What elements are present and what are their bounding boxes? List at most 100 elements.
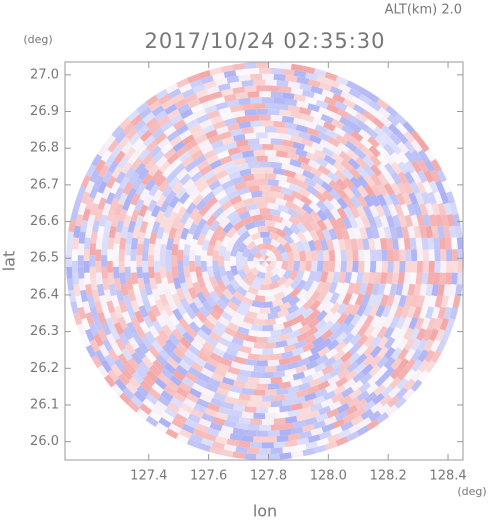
radar-cell: [368, 237, 376, 250]
radar-cell: [227, 146, 241, 156]
radar-cell: [139, 403, 153, 416]
radar-cell: [148, 266, 155, 279]
radar-cell: [247, 161, 260, 169]
radar-cell: [377, 403, 391, 416]
radar-cell: [205, 129, 219, 140]
radar-cell: [153, 249, 161, 261]
radar-cell: [155, 88, 169, 100]
radar-cell: [178, 317, 190, 331]
radar-cell: [266, 264, 274, 273]
radar-cell: [326, 238, 335, 251]
radar-cell: [256, 454, 268, 461]
radar-cell: [406, 305, 416, 319]
radar-cell: [319, 372, 333, 383]
radar-cell: [392, 294, 402, 308]
radar-cell: [262, 143, 274, 151]
radar-cell: [295, 213, 308, 225]
radar-cell: [434, 295, 443, 308]
radar-cell: [307, 159, 321, 170]
radar-cell: [446, 213, 455, 227]
radar-cell: [199, 346, 213, 358]
radar-cell: [322, 261, 330, 273]
radar-cell: [326, 408, 340, 419]
radar-cell: [356, 314, 368, 327]
radar-cell: [212, 416, 226, 426]
radar-cell: [296, 279, 307, 292]
radar-cell: [403, 272, 411, 285]
radar-cell: [357, 185, 369, 198]
radar-cell: [315, 228, 326, 241]
radar-cell: [340, 227, 350, 240]
radar-cell: [377, 163, 389, 176]
radar-cell: [440, 261, 447, 273]
radar-cell: [78, 231, 86, 244]
radar-cell: [275, 261, 283, 270]
radar-cell: [422, 214, 431, 227]
radar-cell: [315, 309, 328, 322]
radar-cell: [362, 205, 373, 218]
radar-cell: [135, 182, 147, 196]
radar-cell: [279, 62, 292, 70]
radar-cell: [118, 332, 130, 346]
radar-cell: [207, 110, 221, 120]
radar-cell: [253, 318, 265, 326]
radar-cell: [322, 249, 330, 261]
radar-cell: [89, 243, 97, 256]
radar-cell: [146, 140, 159, 153]
radar-cell: [215, 342, 228, 353]
radar-cell: [304, 177, 317, 188]
radar-cell: [184, 418, 198, 429]
radar-cell: [218, 406, 232, 416]
radar-cell: [379, 294, 389, 307]
radar-cell: [346, 149, 359, 161]
radar-cell: [325, 128, 339, 140]
radar-cell: [356, 195, 368, 208]
radar-cell: [451, 249, 459, 261]
radar-cell: [373, 125, 386, 138]
radar-cell: [411, 359, 423, 372]
radar-cell: [156, 226, 165, 240]
radar-cell: [279, 381, 292, 389]
radar-cell: [304, 120, 317, 130]
radar-cell: [178, 129, 192, 141]
radar-cell: [130, 272, 139, 285]
radar-cell: [349, 303, 361, 317]
radar-cell: [171, 93, 185, 104]
radar-cell: [101, 202, 111, 216]
radar-cell: [380, 385, 394, 398]
radar-cell: [419, 202, 429, 216]
radar-cell: [332, 349, 346, 362]
radar-cell: [262, 190, 274, 198]
radar-cell: [128, 132, 141, 146]
radar-cell: [228, 341, 241, 352]
radar-cell: [192, 212, 204, 226]
radar-cell: [137, 167, 150, 181]
radar-cell: [430, 169, 441, 183]
radar-cell: [343, 196, 355, 209]
x-tick-label: 128.2: [370, 469, 407, 484]
radar-cell: [422, 249, 429, 261]
radar-cell: [218, 245, 227, 257]
radar-cell: [355, 156, 368, 169]
radar-cell: [193, 334, 207, 346]
radar-cell: [452, 295, 461, 309]
radar-cell: [451, 261, 459, 273]
radar-cell: [181, 134, 195, 146]
radar-cell: [381, 249, 388, 261]
radar-cell: [377, 283, 386, 296]
radar-cell: [331, 392, 344, 404]
radar-cell: [260, 261, 265, 267]
radar-cell: [154, 110, 168, 122]
radar-cell: [244, 453, 257, 460]
radar-cell: [361, 363, 374, 376]
radar-cell: [219, 155, 233, 165]
radar-cell: [148, 183, 160, 197]
radar-cell: [373, 384, 386, 397]
radar-cell: [93, 333, 104, 347]
radar-cell: [325, 382, 339, 394]
radar-cell: [152, 189, 163, 202]
radar-cell: [417, 359, 430, 373]
radar-cell: [205, 214, 217, 227]
radar-cell: [309, 210, 322, 223]
radar-cell: [323, 356, 337, 368]
